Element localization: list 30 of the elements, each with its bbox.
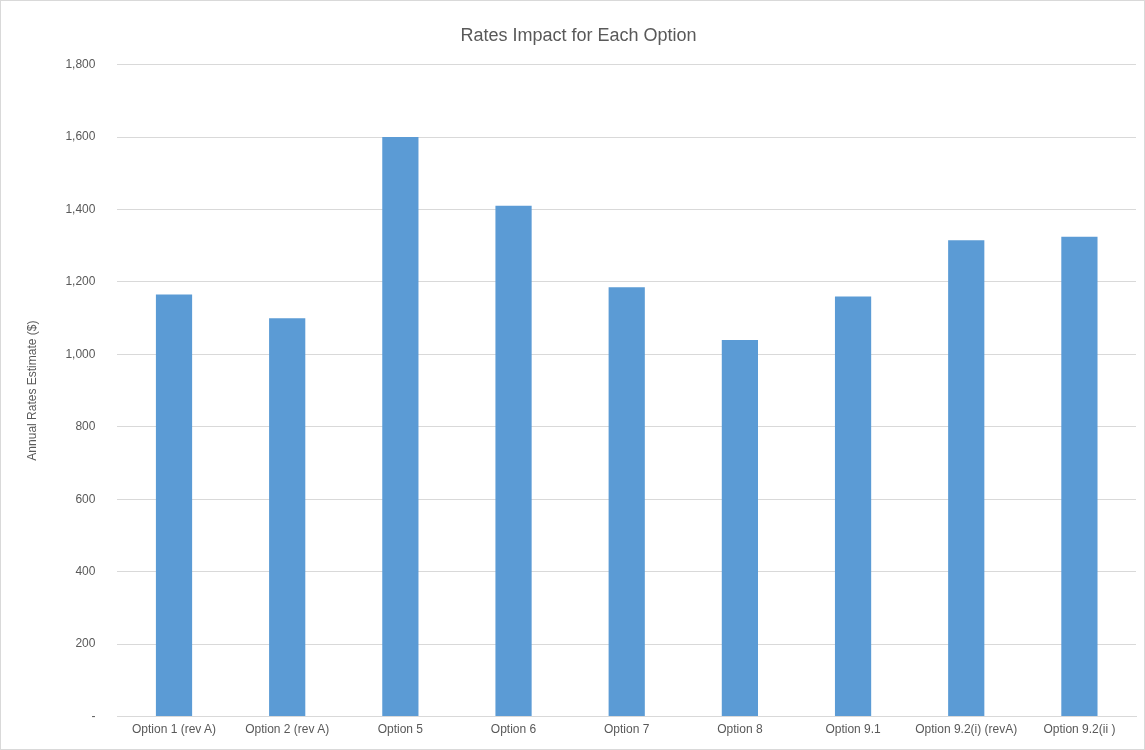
x-tick-label: Option 9.2(ii ) <box>1043 722 1116 737</box>
y-tick-label: 1,600 <box>65 129 96 144</box>
bar <box>1061 236 1098 717</box>
y-tick-label: 200 <box>75 636 96 651</box>
x-tick-label: Option 2 (rev A) <box>245 722 330 737</box>
x-tick-label: Option 1 (rev A) <box>131 722 217 737</box>
y-tick-label: 1,200 <box>65 274 96 289</box>
y-tick-label: 800 <box>75 419 96 434</box>
y-tick-label: 1,400 <box>65 201 96 216</box>
y-tick-label: 400 <box>75 564 96 579</box>
x-tick-label: Option 7 <box>604 722 650 737</box>
bar <box>608 287 645 717</box>
x-tick-label: Option 5 <box>377 722 424 737</box>
bar <box>721 339 758 717</box>
y-tick-label: 1,000 <box>65 346 96 361</box>
y-axis-title: Annual Rates Estimate ($) <box>24 320 39 461</box>
y-tick-label: - <box>91 708 96 723</box>
x-tick-label: Option 8 <box>717 722 763 737</box>
x-tick-label: Option 6 <box>490 722 537 737</box>
y-tick-label: 1,800 <box>65 56 96 71</box>
chart-title: Rates Impact for Each Option <box>460 24 697 45</box>
y-tick-label: 600 <box>75 491 96 506</box>
bar <box>382 137 419 717</box>
bar <box>495 205 532 717</box>
x-tick-label: Option 9.2(i) (revA) <box>915 722 1018 737</box>
bar <box>155 294 193 717</box>
bar <box>834 296 872 717</box>
bar <box>269 318 306 717</box>
bar <box>948 240 985 717</box>
x-tick-label: Option 9.1 <box>825 722 882 737</box>
